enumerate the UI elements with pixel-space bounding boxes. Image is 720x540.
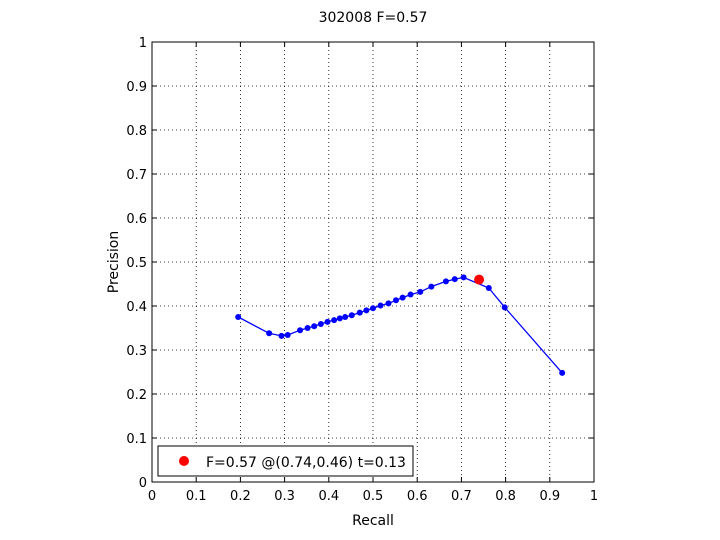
data-point: [485, 284, 492, 291]
grid: [152, 42, 594, 482]
x-tick-label: 0.7: [451, 489, 472, 504]
y-tick-label: 0.4: [126, 300, 147, 315]
data-point: [324, 318, 331, 325]
y-tick-label: 0.2: [126, 388, 147, 403]
data-point: [370, 305, 376, 312]
y-tick-label: 0.5: [126, 256, 147, 271]
data-point: [278, 332, 285, 339]
series-pr-curve: [235, 274, 566, 376]
y-tick-labels: 0 0.1 0.2 0.3 0.4 0.5 0.6 0.7 0.8 0.9 1: [126, 36, 147, 491]
y-tick-label: 0.8: [126, 124, 147, 139]
legend: F=0.57 @(0.74,0.46) t=0.13: [157, 445, 414, 477]
chart-title: 302008 F=0.57: [319, 10, 428, 26]
data-point: [297, 327, 304, 334]
x-tick-label: 0.4: [318, 489, 339, 504]
data-point: [348, 312, 355, 319]
data-point: [304, 325, 311, 331]
data-point: [266, 330, 273, 337]
legend-box: [157, 445, 414, 477]
data-point: [235, 314, 242, 320]
data-point: [428, 283, 435, 290]
data-point: [399, 294, 406, 301]
data-point: [342, 314, 349, 320]
data-point: [442, 278, 449, 285]
data-point: [363, 307, 370, 314]
x-tick-labels: 0 0.1 0.2 0.3 0.4 0.5 0.6 0.7 0.8 0.9 1: [148, 489, 598, 504]
data-point: [392, 297, 399, 304]
data-point: [417, 288, 424, 295]
series-line: [237, 276, 563, 374]
y-tick-label: 0.9: [126, 80, 147, 95]
x-tick-label: 1: [590, 489, 598, 504]
best-f-point: [474, 274, 485, 285]
data-point: [284, 332, 291, 339]
y-tick-label: 0.7: [126, 168, 147, 183]
x-tick-label: 0.6: [407, 489, 428, 504]
x-tick-label: 0.8: [495, 489, 516, 504]
data-point: [317, 321, 324, 328]
data-point: [460, 274, 467, 281]
data-point: [331, 317, 338, 324]
data-point: [451, 276, 458, 283]
data-point: [311, 323, 318, 330]
legend-label-best: F=0.57 @(0.74,0.46) t=0.13: [206, 455, 406, 471]
y-tick-label: 0.1: [126, 432, 147, 447]
x-tick-label: 0.5: [363, 489, 384, 504]
y-tick-label: 0.6: [126, 212, 147, 227]
data-point: [336, 315, 343, 322]
data-point: [501, 304, 508, 311]
x-axis-title: Recall: [352, 513, 394, 529]
axis-ticks: [151, 41, 595, 483]
x-tick-label: 0.1: [186, 489, 207, 504]
y-axis-title: Precision: [106, 231, 122, 293]
y-tick-label: 0.3: [126, 344, 147, 359]
best-point-layer: [474, 274, 485, 285]
data-point: [385, 300, 392, 307]
x-tick-label: 0: [148, 489, 156, 504]
data-point: [407, 291, 414, 298]
legend-marker-best: [179, 456, 189, 466]
data-point: [377, 302, 384, 309]
x-tick-label: 0.9: [539, 489, 560, 504]
y-tick-label: 0: [139, 476, 147, 491]
x-tick-label: 0.3: [274, 489, 295, 504]
x-tick-label: 0.2: [230, 489, 251, 504]
data-point: [356, 309, 363, 316]
y-tick-label: 1: [139, 36, 147, 51]
data-point: [559, 369, 566, 376]
